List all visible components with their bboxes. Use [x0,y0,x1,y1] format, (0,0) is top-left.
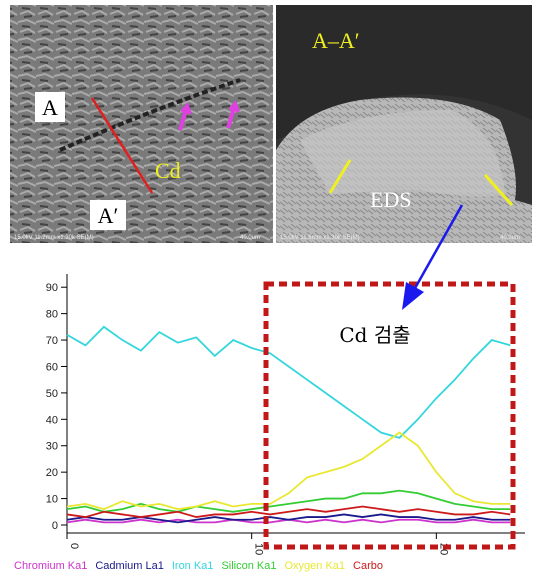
series-line [67,507,510,518]
right-info: 15.0kV 11.6mm x1.30k SE(M) [280,235,360,241]
series-line [67,433,510,510]
x-tick-label: 0 [68,543,80,549]
y-tick-label: 50 [46,388,58,400]
y-tick-label: 10 [46,494,58,506]
right-scale: 40.0um [500,235,520,241]
legend-entry: Iron Ka1 [172,560,214,572]
legend-entry: Oxygen Ka1 [284,560,345,572]
y-tick-label: 20 [46,467,58,479]
label-a-prime: A′ [98,203,119,228]
page: A A′ Cd 15.0kV 11.2mm x1.30k SE(M) 40.0u… [0,0,536,577]
y-tick-label: 0 [52,520,58,532]
y-tick-label: 60 [46,361,58,373]
y-tick-label: 80 [46,309,58,321]
y-tick-label: 70 [46,335,58,347]
label-a: A [42,95,58,120]
legend-entry: Silicon Ka1 [221,560,276,572]
y-tick-label: 40 [46,414,58,426]
annotation: Cd 검출 [339,323,410,347]
legend-entry: Carbo [353,560,383,572]
label-section: A–A′ [312,28,360,53]
right-micrograph: A–A′ EDS 15.0kV 11.6mm x1.30k SE(M) 40.0… [276,5,532,243]
legend-entry: Chromium Ka1 [14,560,87,572]
y-tick-label: 30 [46,441,58,453]
left-scale: 40.0um [240,235,260,241]
y-tick-label: 90 [46,282,58,294]
figure: A A′ Cd 15.0kV 11.2mm x1.30k SE(M) 40.0u… [0,0,536,577]
label-cd: Cd [155,158,181,183]
left-micrograph: A A′ Cd 15.0kV 11.2mm x1.30k SE(M) 40.0u… [10,5,273,243]
x-tick-label: 10 [253,543,265,555]
left-info: 15.0kV 11.2mm x1.30k SE(M) [14,235,94,241]
label-eds: EDS [370,187,412,212]
legend-entry: Cadmium La1 [95,560,163,572]
series-line [67,327,510,438]
